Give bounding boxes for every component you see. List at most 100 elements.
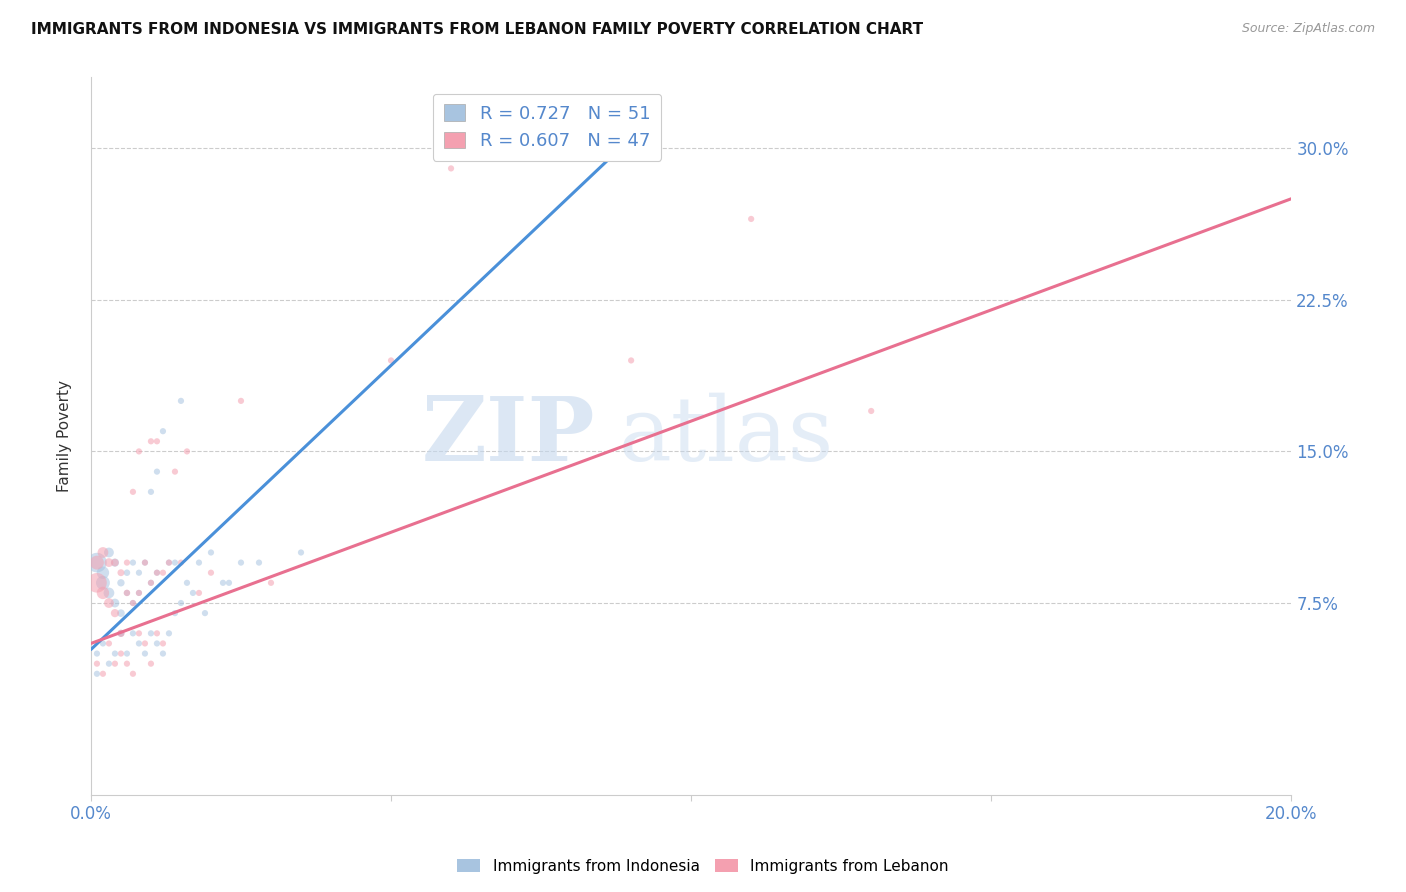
Point <box>176 575 198 590</box>
Legend: Immigrants from Indonesia, Immigrants from Lebanon: Immigrants from Indonesia, Immigrants fr… <box>451 853 955 880</box>
Point <box>122 484 145 499</box>
Point <box>170 596 193 610</box>
Point <box>139 575 162 590</box>
Point <box>122 666 145 681</box>
Point <box>146 566 169 580</box>
Point <box>115 647 138 661</box>
Point <box>91 545 114 559</box>
Point <box>146 434 169 449</box>
Point <box>260 575 283 590</box>
Point <box>134 556 156 570</box>
Point <box>146 626 169 640</box>
Point <box>115 566 138 580</box>
Point <box>104 657 127 671</box>
Point <box>97 545 120 559</box>
Point <box>128 444 150 458</box>
Point <box>115 586 138 600</box>
Point <box>122 596 145 610</box>
Point <box>290 545 312 559</box>
Point <box>104 606 127 620</box>
Point <box>860 404 883 418</box>
Point <box>110 626 132 640</box>
Point <box>163 606 186 620</box>
Point <box>229 556 252 570</box>
Point <box>110 606 132 620</box>
Point <box>380 353 402 368</box>
Point <box>212 575 235 590</box>
Point <box>97 596 120 610</box>
Point <box>104 596 127 610</box>
Point <box>139 434 162 449</box>
Point <box>139 626 162 640</box>
Point <box>139 484 162 499</box>
Point <box>97 586 120 600</box>
Point <box>110 647 132 661</box>
Point <box>134 647 156 661</box>
Point <box>115 657 138 671</box>
Point <box>163 465 186 479</box>
Point <box>152 636 174 650</box>
Point <box>152 566 174 580</box>
Point <box>122 626 145 640</box>
Point <box>110 575 132 590</box>
Point <box>86 556 108 570</box>
Point <box>152 647 174 661</box>
Point <box>620 353 643 368</box>
Point <box>97 657 120 671</box>
Y-axis label: Family Poverty: Family Poverty <box>58 380 72 492</box>
Point <box>200 566 222 580</box>
Point <box>122 596 145 610</box>
Point <box>157 556 180 570</box>
Point <box>139 657 162 671</box>
Point <box>122 556 145 570</box>
Point <box>86 556 108 570</box>
Point <box>128 626 150 640</box>
Point <box>86 575 108 590</box>
Point <box>134 556 156 570</box>
Point <box>157 626 180 640</box>
Text: atlas: atlas <box>619 392 834 480</box>
Point <box>176 444 198 458</box>
Point <box>104 556 127 570</box>
Point <box>115 586 138 600</box>
Point <box>91 586 114 600</box>
Point <box>139 575 162 590</box>
Point <box>91 666 114 681</box>
Point <box>104 647 127 661</box>
Point <box>157 556 180 570</box>
Point <box>110 626 132 640</box>
Point <box>97 556 120 570</box>
Point <box>247 556 270 570</box>
Point <box>152 424 174 438</box>
Point <box>170 556 193 570</box>
Point <box>134 636 156 650</box>
Point <box>128 586 150 600</box>
Point <box>128 586 150 600</box>
Text: ZIP: ZIP <box>422 392 595 480</box>
Point <box>86 666 108 681</box>
Point <box>91 636 114 650</box>
Point <box>115 556 138 570</box>
Point <box>194 606 217 620</box>
Point <box>188 556 211 570</box>
Point <box>200 545 222 559</box>
Point <box>86 647 108 661</box>
Point <box>740 211 762 226</box>
Point <box>188 586 211 600</box>
Point <box>146 465 169 479</box>
Text: IMMIGRANTS FROM INDONESIA VS IMMIGRANTS FROM LEBANON FAMILY POVERTY CORRELATION : IMMIGRANTS FROM INDONESIA VS IMMIGRANTS … <box>31 22 924 37</box>
Point <box>218 575 240 590</box>
Text: Source: ZipAtlas.com: Source: ZipAtlas.com <box>1241 22 1375 36</box>
Point <box>104 556 127 570</box>
Point <box>181 586 204 600</box>
Point <box>128 636 150 650</box>
Point <box>91 575 114 590</box>
Point <box>163 556 186 570</box>
Point <box>86 657 108 671</box>
Legend: R = 0.727   N = 51, R = 0.607   N = 47: R = 0.727 N = 51, R = 0.607 N = 47 <box>433 94 661 161</box>
Point <box>146 636 169 650</box>
Point <box>110 626 132 640</box>
Point <box>229 393 252 408</box>
Point <box>110 566 132 580</box>
Point <box>170 393 193 408</box>
